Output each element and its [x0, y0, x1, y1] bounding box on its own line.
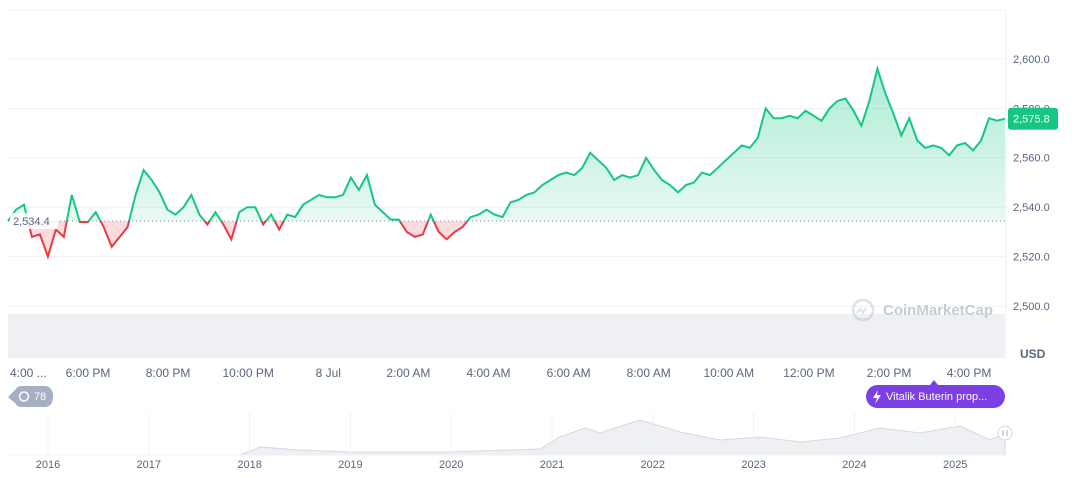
tag-icon [873, 390, 881, 404]
y-tick-label: 2,500.0 [1013, 301, 1050, 313]
x-tick-label: 12:00 PM [783, 366, 834, 380]
badge-count: 78 [34, 391, 46, 403]
badge-bg [8, 386, 53, 407]
plot: 2,534.4 [7, 65, 1006, 260]
x-tick-label: 8:00 AM [627, 366, 671, 380]
x-tick-label: 2:00 PM [867, 366, 912, 380]
x-tick-label: 4:00 ... [10, 366, 47, 380]
year-label: 2020 [439, 459, 463, 471]
navigator-handle[interactable] [997, 425, 1013, 441]
tag-pointer [930, 380, 938, 385]
tag-bg [866, 385, 1005, 408]
watermark: CoinMarketCap [883, 302, 993, 319]
year-label: 2022 [641, 459, 665, 471]
year-label: 2023 [741, 459, 765, 471]
x-tick-label: 10:00 PM [223, 366, 274, 380]
volume-band [8, 314, 1005, 358]
x-tick-label: 8 Jul [316, 366, 341, 380]
y-tick-label: 2,600.0 [1013, 54, 1050, 66]
year-label: 2016 [36, 459, 60, 471]
baseline-label: 2,534.4 [13, 216, 50, 228]
baseline-label-bg [10, 213, 58, 230]
handle-grip [1002, 430, 1008, 436]
year-label: 2017 [137, 459, 161, 471]
navigator-years: 2016 2017 2018 2019 2020 2021 2022 2023 2024 2025 [36, 413, 967, 471]
x-labels: 4:00 ... 6:00 PM 8:00 PM 10:00 PM 8 Jul 2:00 … [10, 366, 991, 380]
navigator-area [8, 419, 1006, 456]
year-label: 2024 [842, 459, 866, 471]
navigator [8, 419, 1013, 456]
area-up [8, 68, 1005, 222]
x-tick-label: 10:00 AM [703, 366, 754, 380]
year-label: 2018 [237, 459, 261, 471]
year-label: 2025 [943, 459, 967, 471]
event-badge[interactable]: 78 [8, 386, 53, 407]
area-down [8, 221, 468, 257]
year-label: 2021 [540, 459, 564, 471]
y-tick-label: 2,560.0 [1013, 153, 1050, 165]
tag-text: Vitalik Buterin prop... [886, 391, 987, 403]
watermark-logo [851, 298, 875, 322]
price-line-up [7, 65, 1006, 222]
year-label: 2019 [338, 459, 362, 471]
x-tick-label: 8:00 PM [146, 366, 191, 380]
last-price-bg [1008, 107, 1058, 130]
x-tick-label: 4:00 PM [947, 366, 992, 380]
y-tick-label: 2,520.0 [1013, 252, 1050, 264]
last-price-label: 2,575.8 [1013, 114, 1050, 126]
currency-label: USD [1020, 347, 1046, 361]
x-tick-label: 2:00 AM [386, 366, 430, 380]
x-tick-label: 4:00 AM [466, 366, 510, 380]
event-tag[interactable]: Vitalik Buterin prop... [866, 380, 1005, 408]
x-tick-label: 6:00 AM [547, 366, 591, 380]
x-tick-label: 6:00 PM [66, 366, 111, 380]
y-tick-label: 2,540.0 [1013, 202, 1050, 214]
badge-icon [18, 391, 30, 402]
